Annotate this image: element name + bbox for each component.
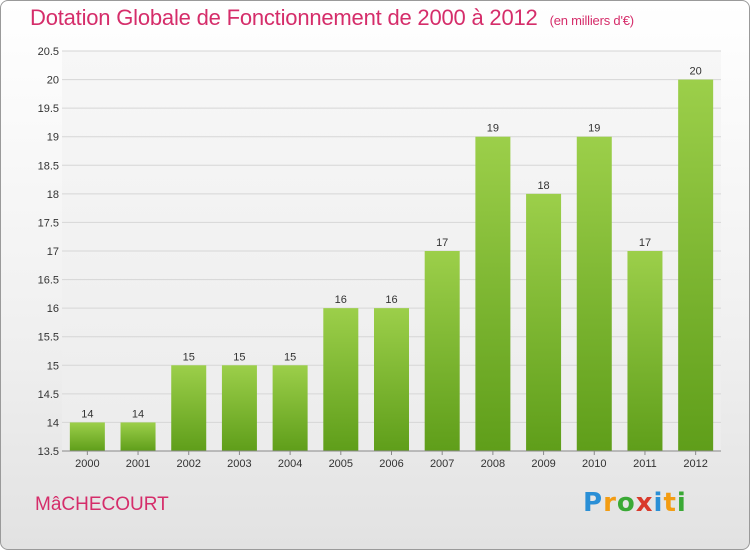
bar-value-label: 17	[639, 237, 651, 249]
x-tick-label: 2008	[481, 458, 505, 470]
bar	[272, 365, 308, 451]
bar	[678, 79, 714, 452]
bar	[526, 193, 562, 451]
bar	[120, 422, 156, 451]
logo-letter: o	[616, 488, 636, 518]
x-axis-labels: 2000 2001 2002 2003 2004 2005 2006 2007 2008 2009…	[75, 451, 708, 470]
logo-letter: t	[663, 488, 677, 518]
x-tick-label: 2007	[430, 458, 454, 470]
y-tick-label: 20	[47, 75, 59, 87]
y-tick-label: 13.5	[38, 446, 59, 458]
bar-value-label: 14	[81, 408, 93, 420]
bar-value-label: 15	[183, 351, 195, 363]
bar-value-label: 19	[487, 123, 499, 135]
x-tick-label: 2012	[683, 458, 707, 470]
bar-value-label: 16	[335, 294, 347, 306]
bar-value-label: 18	[537, 180, 549, 192]
bar	[323, 308, 359, 451]
bar	[627, 251, 663, 451]
y-tick-label: 14.5	[38, 389, 59, 401]
x-tick-label: 2003	[227, 458, 251, 470]
logo-letter: P	[583, 488, 604, 518]
x-tick-label: 2001	[126, 458, 150, 470]
y-tick-label: 17	[47, 246, 59, 258]
y-tick-label: 20.5	[38, 46, 59, 58]
bar	[221, 365, 257, 451]
y-tick-label: 15.5	[38, 332, 59, 344]
bar-value-label: 16	[385, 294, 397, 306]
bar	[424, 251, 460, 451]
y-tick-label: 16	[47, 303, 59, 315]
y-tick-label: 16.5	[38, 275, 59, 287]
y-tick-label: 15	[47, 360, 59, 372]
x-tick-label: 2010	[582, 458, 606, 470]
title-text: Dotation Globale de Fonctionnement de 20…	[30, 5, 538, 30]
logo-letter: i	[653, 488, 664, 518]
y-tick-label: 19.5	[38, 103, 59, 115]
bar-value-label: 15	[233, 351, 245, 363]
bar	[171, 365, 207, 451]
bar	[69, 422, 105, 451]
logo-letter: x	[635, 488, 654, 518]
y-tick-label: 19	[47, 132, 59, 144]
x-tick-label: 2009	[531, 458, 555, 470]
x-tick-label: 2011	[633, 458, 657, 470]
bar-value-label: 17	[436, 237, 448, 249]
bar	[374, 308, 409, 451]
y-tick-label: 18.5	[38, 160, 59, 172]
bar-value-label: 15	[284, 351, 296, 363]
x-tick-label: 2002	[176, 458, 200, 470]
proxiti-logo: Proxiti	[583, 488, 687, 518]
bar	[475, 136, 511, 451]
bar-value-label: 20	[690, 66, 702, 78]
bar-value-label: 14	[132, 408, 144, 420]
units-label: (en milliers d'€)	[549, 13, 635, 28]
x-tick-label: 2006	[379, 458, 403, 470]
x-tick-label: 2005	[329, 458, 353, 470]
y-axis-ticks: 13.5 14 14.5 15 15.5 16 16.5 17 17.5 18 18.5 19 19.5…	[38, 46, 59, 458]
commune-name: MâCHECOURT	[35, 494, 169, 515]
logo-letter: r	[603, 488, 617, 518]
logo-letter: i	[676, 488, 687, 518]
bars: 14 14 15 15 15 16 16 17 19 18 19 17 20	[69, 66, 714, 452]
bar-value-label: 19	[588, 123, 600, 135]
chart-title: Dotation Globale de Fonctionnement de 20…	[30, 5, 634, 31]
bar	[576, 136, 612, 451]
y-tick-label: 17.5	[38, 217, 59, 229]
x-tick-label: 2004	[278, 458, 302, 470]
y-tick-label: 14	[47, 417, 59, 429]
y-tick-label: 18	[47, 189, 59, 201]
x-tick-label: 2000	[75, 458, 99, 470]
